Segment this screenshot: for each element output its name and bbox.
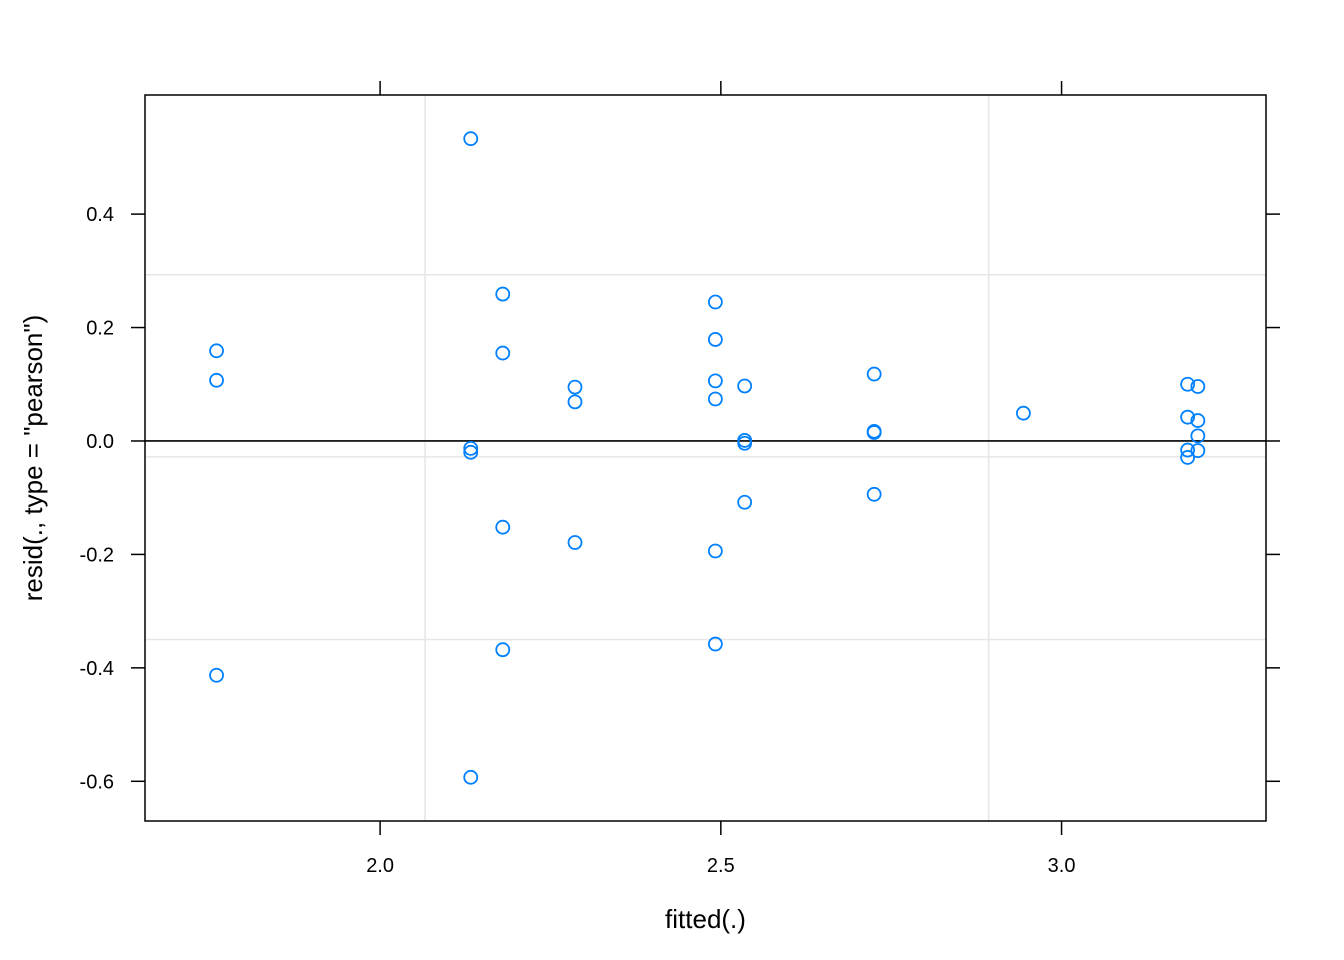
data-point bbox=[737, 378, 753, 394]
data-point bbox=[866, 486, 882, 502]
data-points bbox=[209, 131, 1206, 785]
data-point bbox=[209, 372, 224, 388]
data-point bbox=[567, 535, 583, 550]
data-point bbox=[707, 543, 723, 559]
data-point bbox=[1190, 443, 1206, 459]
data-point bbox=[495, 345, 511, 361]
y-tick-label: 0.4 bbox=[86, 204, 114, 226]
data-point bbox=[737, 435, 753, 451]
x-tick-label: 2.0 bbox=[366, 855, 394, 877]
data-point bbox=[1180, 409, 1196, 425]
data-point bbox=[866, 425, 882, 440]
data-point bbox=[495, 286, 511, 302]
data-point bbox=[463, 131, 479, 147]
data-point bbox=[707, 373, 723, 389]
data-point bbox=[209, 343, 224, 359]
y-tick-label: -0.4 bbox=[80, 658, 114, 680]
data-point bbox=[737, 494, 753, 510]
y-tick-label: -0.6 bbox=[80, 771, 114, 793]
data-point bbox=[1190, 413, 1206, 428]
data-point bbox=[707, 294, 723, 310]
data-point bbox=[707, 391, 723, 407]
data-point bbox=[707, 636, 723, 652]
data-point bbox=[866, 366, 882, 382]
data-point bbox=[1016, 405, 1031, 421]
axis-ticks: 2.0 2.5 3.0 -0.6 -0.4 -0.2 0.0 0.2 0.4 bbox=[80, 81, 1280, 877]
data-point bbox=[495, 519, 511, 535]
x-tick-label: 3.0 bbox=[1048, 855, 1076, 877]
data-point bbox=[1190, 428, 1206, 444]
data-point bbox=[1180, 442, 1196, 458]
data-point bbox=[463, 444, 479, 460]
data-point bbox=[1180, 376, 1196, 392]
plot-frame bbox=[144, 94, 1267, 822]
data-point bbox=[1190, 379, 1206, 394]
y-tick-label: 0.0 bbox=[86, 431, 114, 453]
y-tick-label: -0.2 bbox=[80, 544, 114, 566]
data-point bbox=[209, 667, 224, 683]
data-point bbox=[567, 379, 583, 395]
data-point bbox=[463, 440, 479, 456]
x-tick-label: 2.5 bbox=[707, 855, 735, 877]
y-tick-label: 0.2 bbox=[86, 318, 114, 340]
data-point bbox=[567, 394, 583, 410]
y-axis-title: resid(., type = "pearson") bbox=[18, 315, 48, 602]
data-point bbox=[495, 642, 511, 658]
data-point bbox=[707, 332, 723, 347]
data-point bbox=[463, 769, 479, 785]
x-axis-title: fitted(.) bbox=[665, 904, 746, 934]
data-point bbox=[1180, 450, 1196, 465]
gridlines bbox=[145, 95, 1266, 821]
